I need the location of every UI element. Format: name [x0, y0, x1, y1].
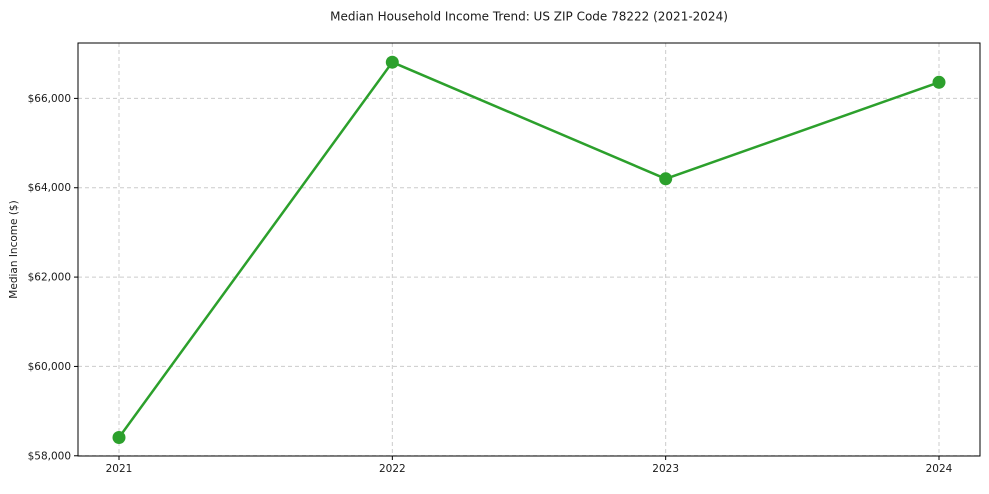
y-axis-label: Median Income ($) [8, 200, 20, 298]
income-line [117, 60, 941, 439]
tick-marks [74, 97, 940, 460]
y-tick-label: $58,000 [28, 450, 71, 462]
plot-frame [77, 42, 981, 457]
y-tick-label: $60,000 [28, 361, 71, 373]
data-points [112, 55, 946, 444]
x-tick-label: 2024 [926, 463, 953, 475]
x-tick-label: 2023 [652, 463, 679, 475]
x-tick-label: 2022 [379, 463, 406, 475]
x-tick-label: 2021 [106, 463, 133, 475]
data-point-2023 [659, 172, 673, 186]
y-tick-label: $62,000 [28, 272, 71, 284]
y-tick-label: $64,000 [28, 182, 71, 194]
gridlines [78, 43, 980, 457]
data-point-2022 [385, 55, 399, 69]
data-point-2024 [932, 75, 946, 89]
y-tick-label: $66,000 [28, 93, 71, 105]
chart-title: Median Household Income Trend: US ZIP Co… [330, 10, 728, 24]
data-point-2021 [112, 431, 126, 444]
tick-labels: $58,000 $60,000 $62,000 $64,000 $66,000 2021 2… [28, 93, 953, 475]
